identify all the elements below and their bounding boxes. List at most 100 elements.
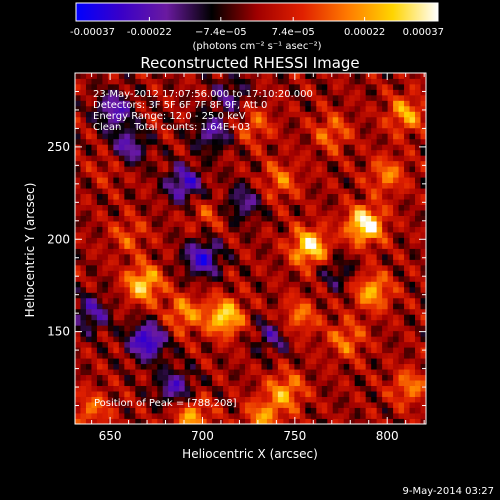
heatmap-cell [157, 418, 164, 424]
heatmap-cell [129, 380, 136, 387]
heatmap-cell [310, 281, 317, 288]
heatmap-cell [102, 303, 109, 310]
heatmap-cell [217, 133, 224, 140]
heatmap-cell [332, 402, 339, 408]
heatmap-cell [266, 352, 273, 359]
heatmap-cell [404, 413, 410, 419]
heatmap-cell [354, 155, 361, 162]
heatmap-cell [398, 237, 405, 244]
heatmap-cell [382, 253, 389, 260]
heatmap-cell [294, 210, 301, 216]
heatmap-cell [277, 264, 284, 271]
heatmap-cell [404, 237, 410, 244]
heatmap-cell [223, 363, 229, 370]
heatmap-cell [404, 385, 410, 392]
heatmap-cell [255, 226, 262, 233]
heatmap-cell [107, 352, 114, 359]
heatmap-cell [96, 182, 103, 189]
heatmap-cell [195, 89, 202, 96]
heatmap-cell [409, 127, 416, 134]
heatmap-cell [277, 100, 284, 107]
heatmap-cell [272, 127, 279, 134]
heatmap-cell [228, 330, 235, 337]
heatmap-cell [75, 297, 81, 304]
heatmap-cell [420, 210, 426, 216]
heatmap-cell [299, 221, 306, 227]
heatmap-cell [124, 303, 131, 310]
heatmap-cell [173, 111, 180, 118]
heatmap-cell [162, 325, 169, 332]
heatmap-cell [382, 100, 389, 107]
heatmap-cell [239, 369, 246, 376]
heatmap-cell [184, 352, 191, 359]
heatmap-cell [283, 166, 290, 173]
heatmap-cell [354, 380, 361, 387]
heatmap-cell [135, 232, 142, 238]
heatmap-cell [261, 204, 268, 211]
heatmap-cell [294, 105, 301, 112]
heatmap-cell [261, 144, 268, 151]
heatmap-cell [146, 292, 153, 299]
heatmap-cell [299, 199, 306, 206]
heatmap-cell [365, 89, 372, 96]
heatmap-cell [327, 127, 334, 134]
heatmap-cell [135, 275, 142, 282]
heatmap-cell [338, 215, 345, 222]
heatmap-cell [190, 402, 197, 408]
heatmap-cell [107, 402, 114, 408]
heatmap-cell [162, 358, 169, 365]
heatmap-cell [91, 391, 98, 397]
heatmap-cell [212, 188, 218, 195]
heatmap-cell [96, 336, 103, 343]
heatmap-cell [129, 292, 136, 299]
heatmap-cell [146, 78, 153, 85]
heatmap-cell [91, 160, 98, 167]
heatmap-cell [299, 402, 306, 408]
heatmap-cell [294, 314, 301, 321]
heatmap-cell [299, 264, 306, 271]
heatmap-cell [255, 100, 262, 107]
heatmap-cell [376, 73, 383, 79]
heatmap-cell [387, 253, 394, 260]
heatmap-cell [190, 149, 197, 156]
heatmap-cell [316, 204, 323, 211]
heatmap-cell [239, 248, 246, 255]
heatmap-cell [195, 314, 202, 321]
heatmap-cell [404, 303, 410, 310]
heatmap-cell [338, 199, 345, 206]
heatmap-cell [272, 369, 279, 376]
heatmap-cell [349, 232, 356, 238]
heatmap-cell [349, 111, 356, 118]
heatmap-cell [151, 221, 158, 227]
heatmap-cell [255, 73, 262, 79]
heatmap-cell [184, 275, 191, 282]
heatmap-cell [179, 149, 186, 156]
heatmap-cell [277, 166, 284, 173]
heatmap-cell [113, 275, 120, 282]
heatmap-cell [305, 418, 312, 424]
heatmap-cell [195, 204, 202, 211]
heatmap-cell [107, 127, 114, 134]
heatmap-cell [420, 391, 426, 397]
heatmap-cell [332, 232, 339, 238]
heatmap-cell [239, 385, 246, 392]
heatmap-cell [371, 407, 378, 414]
heatmap-cell [288, 391, 295, 397]
heatmap-cell [404, 270, 410, 277]
heatmap-cell [321, 78, 328, 85]
heatmap-cell [201, 149, 208, 156]
heatmap-cell [310, 358, 317, 365]
heatmap-cell [80, 193, 87, 200]
heatmap-cell [387, 78, 394, 85]
heatmap-cell [129, 138, 136, 145]
heatmap-cell [217, 215, 224, 222]
heatmap-cell [371, 270, 378, 277]
heatmap-cell [393, 270, 399, 277]
heatmap-cell [129, 144, 136, 151]
heatmap-cell [299, 297, 306, 304]
heatmap-cell [360, 116, 367, 123]
heatmap-cell [190, 275, 197, 282]
heatmap-cell [80, 221, 87, 227]
heatmap-cell [135, 325, 142, 332]
heatmap-cell [393, 73, 399, 79]
